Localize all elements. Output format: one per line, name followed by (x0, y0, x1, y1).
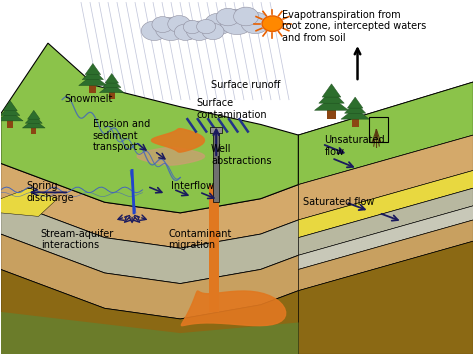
Polygon shape (152, 129, 204, 152)
Polygon shape (299, 135, 474, 220)
Polygon shape (299, 241, 474, 354)
Text: Surface
contamination: Surface contamination (197, 98, 267, 120)
Text: Unsaturated
flow: Unsaturated flow (324, 135, 385, 157)
Circle shape (174, 20, 201, 40)
Circle shape (262, 16, 283, 32)
Circle shape (141, 21, 167, 40)
Circle shape (197, 20, 216, 34)
Text: Well
abstractions: Well abstractions (211, 144, 272, 165)
Polygon shape (299, 82, 474, 185)
Polygon shape (0, 188, 57, 217)
Circle shape (183, 20, 201, 34)
Circle shape (186, 21, 212, 40)
Polygon shape (25, 114, 42, 123)
Polygon shape (27, 110, 40, 119)
Bar (210, 127, 222, 133)
Bar (7, 120, 13, 128)
Bar (109, 92, 115, 99)
Text: Spring
discharge: Spring discharge (27, 181, 74, 203)
Text: Snowmelt: Snowmelt (64, 94, 113, 104)
Polygon shape (3, 101, 17, 111)
Text: Interflow: Interflow (171, 181, 214, 191)
Text: Saturated flow: Saturated flow (303, 197, 374, 207)
Polygon shape (105, 73, 118, 83)
Polygon shape (137, 147, 205, 165)
Circle shape (220, 9, 254, 34)
Polygon shape (100, 83, 124, 93)
Circle shape (241, 12, 270, 34)
Bar (213, 132, 219, 202)
Circle shape (234, 7, 259, 26)
Text: Surface runoff: Surface runoff (211, 80, 281, 90)
Circle shape (202, 23, 224, 40)
Bar (209, 185, 219, 312)
Polygon shape (0, 105, 20, 115)
Polygon shape (0, 312, 299, 354)
Text: Evapotranspiration from
root zone, intercepted waters
and from soil: Evapotranspiration from root zone, inter… (282, 10, 426, 43)
Bar (31, 127, 36, 134)
Polygon shape (182, 291, 286, 326)
Polygon shape (0, 43, 299, 213)
Bar (90, 85, 96, 93)
Polygon shape (319, 90, 344, 103)
Circle shape (168, 16, 191, 33)
Circle shape (174, 24, 196, 40)
Polygon shape (299, 188, 474, 255)
Polygon shape (299, 82, 474, 185)
Text: Erosion and
sediment
transport: Erosion and sediment transport (93, 119, 150, 152)
Polygon shape (0, 111, 23, 121)
Polygon shape (345, 102, 366, 113)
Bar (352, 119, 358, 127)
Bar (328, 110, 336, 119)
Polygon shape (347, 97, 363, 108)
Polygon shape (315, 97, 348, 110)
Polygon shape (82, 69, 103, 80)
Polygon shape (299, 170, 474, 237)
Circle shape (216, 8, 239, 26)
Polygon shape (341, 108, 369, 119)
Polygon shape (22, 119, 45, 128)
Circle shape (204, 13, 233, 34)
Circle shape (155, 17, 186, 40)
Text: Stream-aquifer
interactions: Stream-aquifer interactions (41, 229, 114, 250)
Polygon shape (0, 241, 474, 354)
Polygon shape (85, 64, 100, 75)
Polygon shape (299, 206, 474, 269)
Polygon shape (79, 75, 107, 86)
Polygon shape (0, 206, 474, 319)
Polygon shape (0, 170, 474, 284)
Polygon shape (322, 84, 341, 97)
Text: Contaminant
migration: Contaminant migration (168, 229, 232, 250)
Bar (369, 118, 388, 142)
Polygon shape (102, 78, 121, 87)
Polygon shape (0, 135, 474, 248)
Circle shape (152, 17, 173, 33)
Polygon shape (299, 220, 474, 291)
